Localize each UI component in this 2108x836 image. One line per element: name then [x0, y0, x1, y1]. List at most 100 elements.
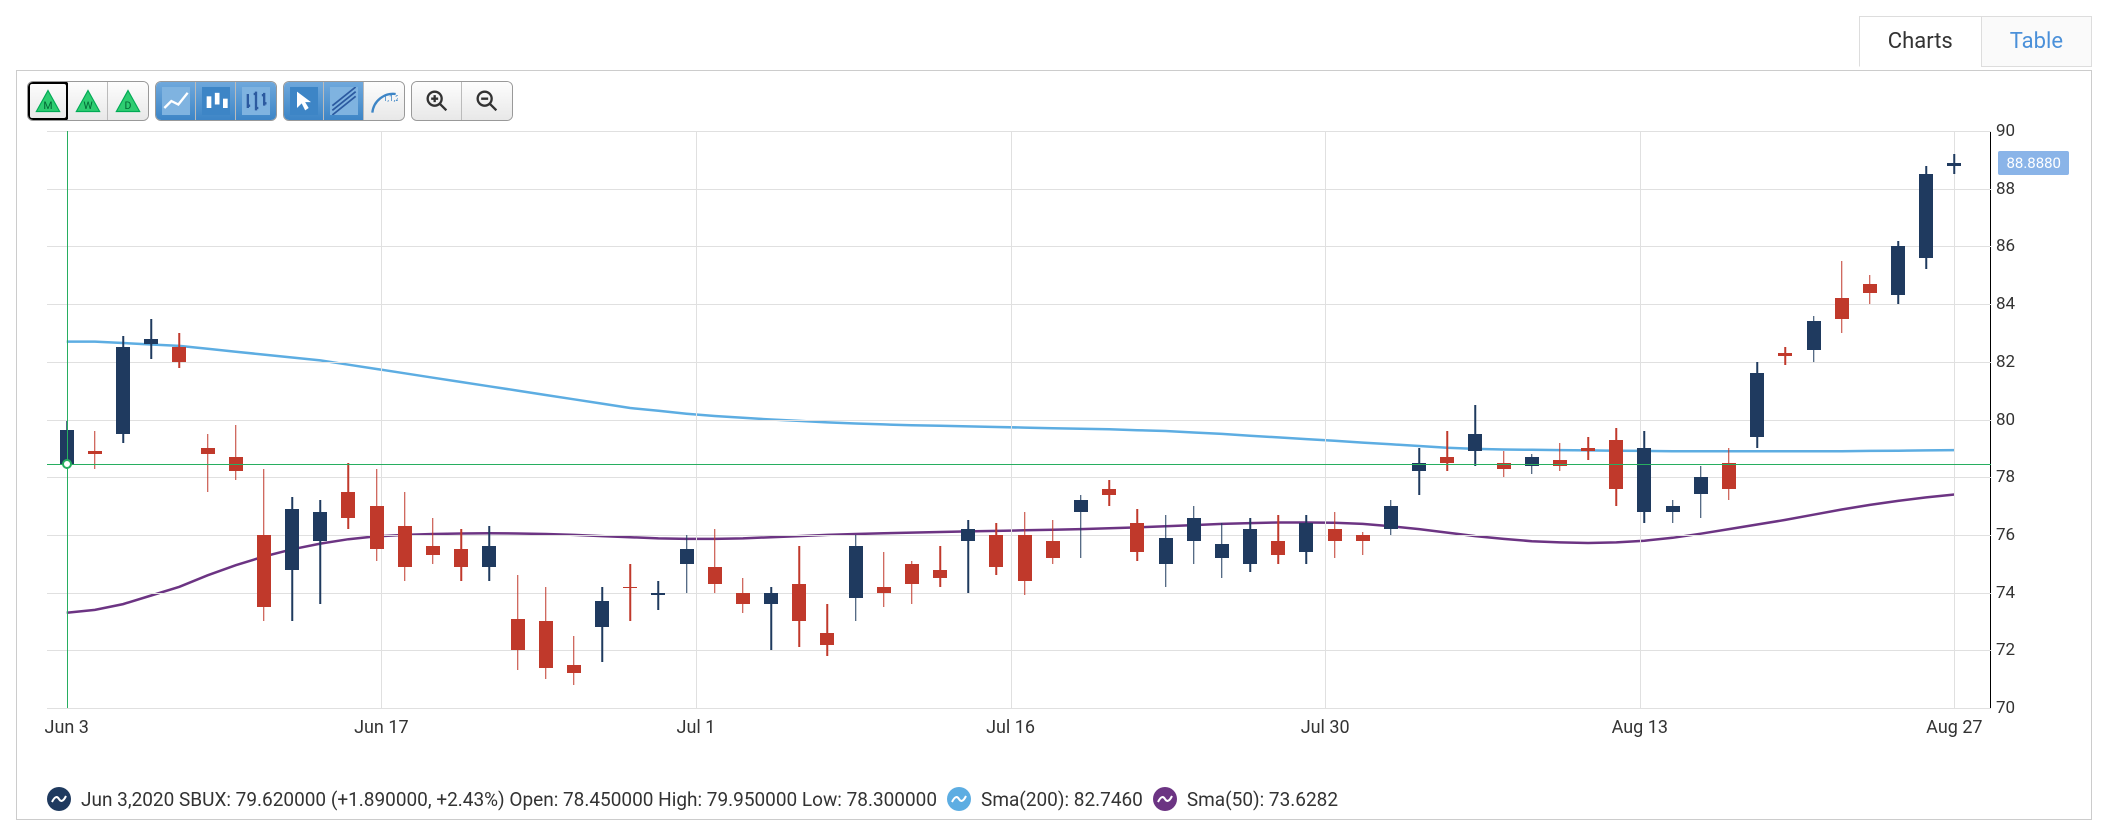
candle[interactable] [426, 131, 440, 708]
candle[interactable] [1666, 131, 1680, 708]
candle[interactable] [1807, 131, 1821, 708]
candle[interactable] [1243, 131, 1257, 708]
candle[interactable] [1947, 131, 1961, 708]
candle[interactable] [877, 131, 891, 708]
candle[interactable] [88, 131, 102, 708]
candle[interactable] [849, 131, 863, 708]
candle[interactable] [567, 131, 581, 708]
period-day-button[interactable]: D [108, 82, 148, 120]
zoom-in-button[interactable] [412, 82, 462, 120]
candle[interactable] [1215, 131, 1229, 708]
candle[interactable] [1187, 131, 1201, 708]
candle[interactable] [1637, 131, 1651, 708]
candle[interactable] [341, 131, 355, 708]
candle[interactable] [257, 131, 271, 708]
candle[interactable] [539, 131, 553, 708]
tab-table[interactable]: Table [1981, 16, 2092, 67]
candle[interactable] [1891, 131, 1905, 708]
candle[interactable] [708, 131, 722, 708]
x-axis-label: Jul 1 [677, 717, 716, 738]
candle[interactable] [792, 131, 806, 708]
candle[interactable] [229, 131, 243, 708]
candle[interactable] [1863, 131, 1877, 708]
candle[interactable] [1694, 131, 1708, 708]
candle[interactable] [313, 131, 327, 708]
candle[interactable] [511, 131, 525, 708]
candle[interactable] [1271, 131, 1285, 708]
candle[interactable] [1384, 131, 1398, 708]
candle[interactable] [961, 131, 975, 708]
candle[interactable] [1497, 131, 1511, 708]
candle[interactable] [623, 131, 637, 708]
x-axis-label: Aug 13 [1612, 717, 1668, 738]
chart-type-line-button[interactable] [156, 82, 196, 120]
candle[interactable] [285, 131, 299, 708]
candle[interactable] [1102, 131, 1116, 708]
candle[interactable] [1778, 131, 1792, 708]
y-axis-label: 88 [1996, 179, 2046, 199]
x-axis-label: Jul 16 [986, 717, 1035, 738]
zoom-out-button[interactable] [462, 82, 512, 120]
svg-text:D: D [125, 99, 132, 112]
y-axis-label: 76 [1996, 525, 2046, 545]
candle[interactable] [680, 131, 694, 708]
tool-fibonacci-button[interactable]: 1,1,2,.. [364, 82, 404, 120]
candle[interactable] [651, 131, 665, 708]
chart-type-candle-button[interactable] [196, 82, 236, 120]
y-axis-label: 86 [1996, 236, 2046, 256]
candle[interactable] [1130, 131, 1144, 708]
candle[interactable] [454, 131, 468, 708]
chart-area[interactable]: 7072747678808284868890Jun 3Jun 17Jul 1Ju… [47, 131, 2061, 749]
candle[interactable] [1018, 131, 1032, 708]
candle[interactable] [1919, 131, 1933, 708]
candle[interactable] [1356, 131, 1370, 708]
candle[interactable] [1609, 131, 1623, 708]
candle[interactable] [736, 131, 750, 708]
candle[interactable] [1074, 131, 1088, 708]
tab-charts[interactable]: Charts [1859, 16, 1982, 67]
candle[interactable] [370, 131, 384, 708]
y-axis-label: 90 [1996, 121, 2046, 141]
y-axis-label: 70 [1996, 698, 2046, 718]
candle[interactable] [144, 131, 158, 708]
sma200-icon [947, 787, 971, 811]
candle[interactable] [1412, 131, 1426, 708]
candle[interactable] [1525, 131, 1539, 708]
candle[interactable] [1722, 131, 1736, 708]
crosshair-vertical [67, 131, 68, 708]
tool-trendline-button[interactable] [324, 82, 364, 120]
candle[interactable] [1553, 131, 1567, 708]
candle[interactable] [1468, 131, 1482, 708]
candle[interactable] [1328, 131, 1342, 708]
status-sma200-text: Sma(200): 82.7460 [981, 788, 1143, 811]
candle[interactable] [989, 131, 1003, 708]
candle[interactable] [172, 131, 186, 708]
y-axis-label: 78 [1996, 467, 2046, 487]
candle[interactable] [905, 131, 919, 708]
period-month-button[interactable]: M [28, 82, 68, 120]
candle[interactable] [764, 131, 778, 708]
candle[interactable] [820, 131, 834, 708]
candle[interactable] [1440, 131, 1454, 708]
candle[interactable] [201, 131, 215, 708]
sma50-icon [1153, 787, 1177, 811]
last-price-tag: 88.8880 [1998, 151, 2069, 175]
candle[interactable] [1750, 131, 1764, 708]
chart-type-ohlc-button[interactable] [236, 82, 276, 120]
chart-status-bar: Jun 3,2020 SBUX: 79.620000 (+1.890000, +… [47, 787, 1338, 811]
candle[interactable] [933, 131, 947, 708]
tool-select-button[interactable] [284, 82, 324, 120]
candle[interactable] [1835, 131, 1849, 708]
candle[interactable] [1299, 131, 1313, 708]
candle[interactable] [1581, 131, 1595, 708]
candle[interactable] [1046, 131, 1060, 708]
candle[interactable] [1159, 131, 1173, 708]
candle[interactable] [116, 131, 130, 708]
period-week-button[interactable]: W [68, 82, 108, 120]
price-series-icon [47, 787, 71, 811]
candle[interactable] [482, 131, 496, 708]
candle[interactable] [595, 131, 609, 708]
y-axis-label: 82 [1996, 352, 2046, 372]
crosshair-horizontal [47, 464, 1991, 465]
candle[interactable] [398, 131, 412, 708]
